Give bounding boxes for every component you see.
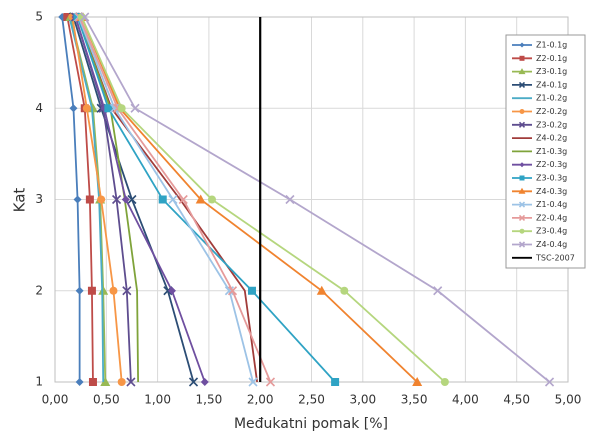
marker: [518, 201, 526, 208]
legend-label: Z2-0.4g: [536, 213, 567, 222]
x-tick-label: 1,50: [196, 393, 223, 407]
legend-label: TSC-2007: [535, 253, 575, 262]
marker: [87, 103, 98, 113]
marker: [100, 377, 111, 386]
x-tick-label: 1,00: [144, 393, 171, 407]
x-tick-label: 4,50: [503, 393, 530, 407]
marker: [80, 12, 90, 22]
marker: [87, 286, 96, 295]
legend-label: Z4-0.2g: [536, 134, 567, 143]
marker: [127, 194, 137, 205]
marker: [122, 286, 132, 296]
marker: [518, 214, 526, 221]
marker: [75, 378, 84, 386]
marker: [207, 195, 216, 204]
marker: [69, 104, 78, 113]
marker: [518, 121, 526, 128]
marker: [82, 104, 91, 113]
marker: [340, 286, 349, 295]
marker: [224, 286, 234, 296]
marker: [331, 378, 340, 386]
y-axis-title: Kat: [11, 188, 29, 213]
x-tick-label: 3,50: [401, 393, 428, 407]
marker: [265, 377, 276, 387]
marker: [316, 285, 327, 295]
marker: [111, 194, 122, 205]
marker: [412, 377, 423, 386]
legend-label: Z3-0.2g: [536, 120, 567, 129]
marker: [519, 228, 525, 234]
marker: [519, 55, 525, 61]
legend-label: Z3-0.4g: [536, 227, 567, 236]
x-tick-label: 2,50: [298, 393, 325, 407]
marker: [285, 194, 295, 205]
marker: [121, 195, 130, 204]
marker: [518, 241, 526, 248]
marker: [104, 104, 113, 113]
y-tick-label: 5: [35, 10, 43, 24]
legend-label: Z1-0.2g: [536, 94, 567, 103]
x-tick-label: 5,00: [555, 393, 582, 407]
y-tick-label: 1: [35, 375, 43, 389]
marker: [519, 42, 525, 48]
legend: Z1-0.1g Z2-0.1g Z3-0.1g Z4-0.1g Z1-0.2g Z2-0.…: [505, 34, 586, 269]
marker: [130, 103, 140, 113]
marker: [117, 378, 126, 386]
marker: [440, 378, 449, 386]
marker: [518, 187, 526, 194]
marker: [167, 286, 176, 295]
marker: [519, 109, 525, 114]
x-tick-label: 0,50: [93, 393, 120, 407]
marker: [88, 378, 97, 386]
legend-label: Z1-0.1g: [536, 41, 567, 50]
marker: [168, 194, 178, 205]
marker: [126, 377, 136, 387]
marker: [247, 286, 256, 295]
x-tick-label: 2,00: [247, 393, 274, 407]
marker: [248, 377, 258, 387]
marker: [433, 286, 443, 296]
legend-label: Z3-0.3g: [536, 174, 567, 183]
marker: [109, 286, 118, 295]
legend-label: Z3-0.1g: [536, 67, 567, 76]
y-tick-label: 2: [35, 283, 43, 297]
marker: [200, 378, 209, 386]
x-tick-label: 0,00: [42, 393, 69, 407]
marker: [518, 68, 526, 75]
marker: [97, 195, 106, 204]
marker: [519, 175, 525, 181]
marker: [178, 194, 188, 205]
marker: [117, 104, 126, 113]
y-tick-label: 3: [35, 192, 43, 206]
legend-label: Z4-0.3g: [536, 187, 567, 196]
legend-label: Z1-0.3g: [536, 147, 567, 156]
marker: [544, 377, 555, 387]
marker: [227, 286, 238, 296]
marker: [75, 286, 84, 295]
legend-label: Z2-0.3g: [536, 160, 567, 169]
legend-label: Z4-0.1g: [536, 80, 567, 89]
marker: [518, 81, 526, 88]
x-axis-title: Međukatni pomak [%]: [234, 416, 388, 432]
marker: [85, 195, 94, 204]
marker: [195, 194, 206, 204]
marker: [73, 195, 82, 204]
legend-label: Z2-0.2g: [536, 107, 567, 116]
marker: [519, 162, 525, 168]
legend-label: Z1-0.4g: [536, 200, 567, 209]
marker: [63, 13, 72, 21]
legend-label: Z2-0.1g: [536, 54, 567, 63]
marker: [98, 285, 109, 295]
x-tick-label: 3,00: [349, 393, 376, 407]
x-tick-label: 4,00: [452, 393, 479, 407]
y-tick-label: 4: [35, 101, 43, 115]
legend-label: Z4-0.4g: [536, 240, 567, 249]
marker: [188, 377, 199, 387]
marker: [158, 195, 167, 204]
